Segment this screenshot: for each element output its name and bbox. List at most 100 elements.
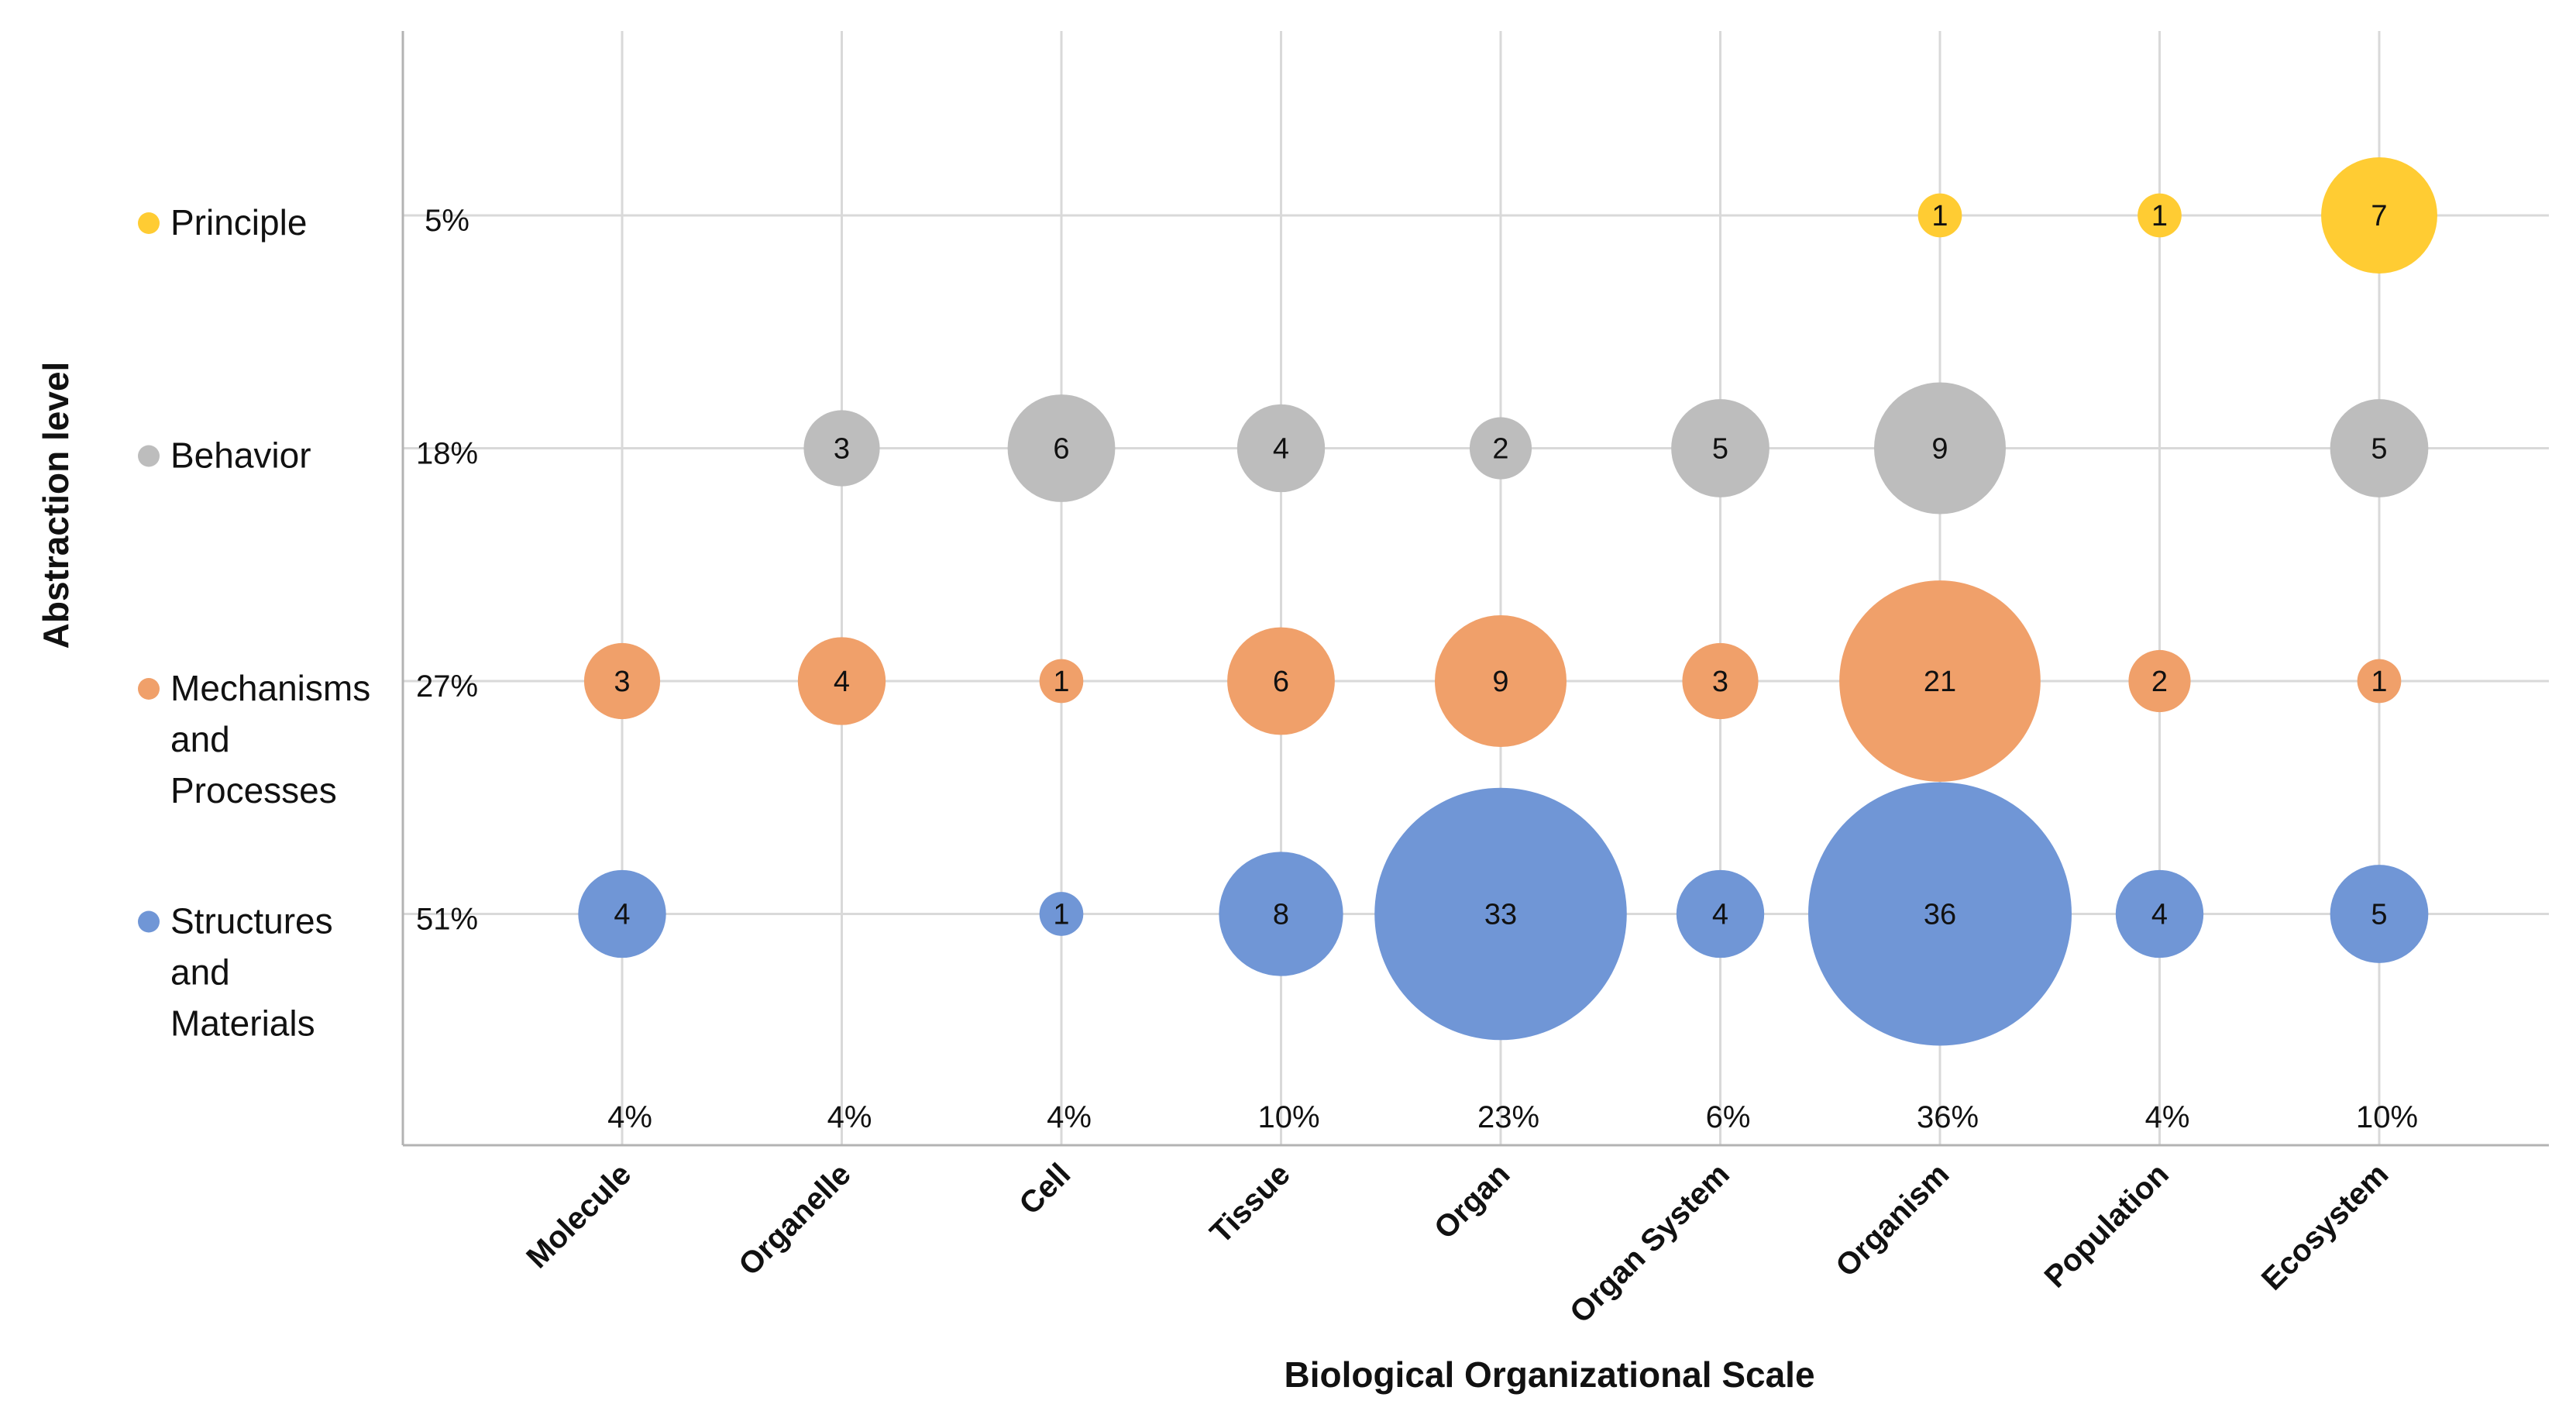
bubble-mechanisms-and-processes-organ-system: 3 (1682, 642, 1759, 720)
row-percentage-principle: 5% (425, 204, 469, 238)
bubble-label-structures-and-materials-organism: 36 (1924, 899, 1956, 931)
row-percentages: 5% 18% 27% 51% (416, 204, 478, 937)
bubble-behavior-cell: 6 (1007, 394, 1116, 502)
bubble-label-structures-and-materials-population: 4 (2151, 899, 2168, 931)
bubble-label-behavior-organ-system: 5 (1712, 433, 1728, 466)
x-tick-population: Population (2038, 1157, 2175, 1294)
row-percentage-behavior: 18% (416, 437, 478, 471)
bubble-circle-structures-and-materials-organ (1374, 787, 1627, 1041)
bubble-circle-structures-and-materials-ecosystem (2330, 865, 2429, 963)
bubble-circle-structures-and-materials-population (2115, 869, 2204, 958)
bubble-behavior-organelle: 3 (803, 410, 880, 487)
bubble-structures-and-materials-ecosystem: 5 (2330, 865, 2429, 963)
x-tick-cell: Cell (1013, 1157, 1077, 1221)
legend-marker-principle (138, 212, 160, 234)
column-percentage-organ: 23% (1477, 1100, 1539, 1134)
bubble-label-principle-population: 1 (2151, 200, 2168, 232)
bubble-mechanisms-and-processes-ecosystem: 1 (2357, 659, 2402, 704)
axis-layer (401, 31, 2549, 1147)
bubble-label-mechanisms-and-processes-organ: 9 (1492, 666, 1508, 698)
bubble-circle-principle-organism (1917, 193, 1962, 238)
column-percentages: 4% 4% 4% 10% 23% 6% 36% 4% 10% (607, 1100, 2418, 1134)
bubble-behavior-tissue: 4 (1236, 404, 1326, 493)
bubble-structures-and-materials-organism: 36 (1808, 782, 2072, 1046)
legend-label-principle-line-1: Principle (170, 202, 307, 243)
column-percentage-organ-system: 6% (1706, 1100, 1751, 1134)
bubble-circle-mechanisms-and-processes-tissue (1227, 627, 1335, 735)
bubble-label-principle-ecosystem: 7 (2371, 200, 2387, 232)
bubble-behavior-ecosystem: 5 (2330, 399, 2429, 497)
bubble-label-mechanisms-and-processes-organelle: 4 (834, 666, 850, 698)
legend-label-structures-and-materials-line-3: Materials (170, 1003, 315, 1044)
bubble-label-behavior-organism: 9 (1931, 433, 1948, 466)
bubble-circle-structures-and-materials-organ-system (1676, 869, 1765, 958)
x-tick-organelle: Organelle (732, 1157, 858, 1282)
bubble-label-structures-and-materials-organ-system: 4 (1712, 899, 1728, 931)
bubble-label-mechanisms-and-processes-tissue: 6 (1273, 666, 1289, 698)
column-percentage-population: 4% (2145, 1100, 2190, 1134)
bubble-label-behavior-organ: 2 (1492, 433, 1508, 466)
bubble-circle-mechanisms-and-processes-organelle (797, 637, 886, 725)
bubble-circle-mechanisms-and-processes-organ (1435, 615, 1567, 747)
bubble-label-structures-and-materials-ecosystem: 5 (2371, 899, 2387, 931)
bubble-circle-principle-ecosystem (2321, 157, 2437, 274)
x-tick-organism: Organism (1829, 1157, 1955, 1283)
legend-label-mechanisms-and-processes-line-1: Mechanisms (170, 668, 370, 708)
column-percentage-organelle: 4% (827, 1100, 872, 1134)
bubble-mechanisms-and-processes-molecule: 3 (583, 642, 661, 720)
legend-label-structures-and-materials-line-1: Structures (170, 901, 333, 941)
legend-label-mechanisms-and-processes-line-2: and (170, 719, 230, 759)
x-tick-organ-system: Organ System (1563, 1157, 1736, 1330)
bubble-circle-mechanisms-and-processes-population (2128, 649, 2191, 713)
legend-marker-mechanisms-and-processes (138, 678, 160, 700)
bubble-circle-behavior-organ-system (1671, 399, 1769, 497)
legend-label-behavior-line-1: Behavior (170, 435, 311, 476)
bubble-behavior-organ: 2 (1469, 417, 1532, 480)
bubble-behavior-organism: 9 (1874, 382, 2006, 514)
bubble-label-mechanisms-and-processes-organism: 21 (1924, 666, 1956, 698)
bubble-label-structures-and-materials-tissue: 8 (1273, 899, 1289, 931)
bubble-label-principle-organism: 1 (1931, 200, 1948, 232)
bubble-mechanisms-and-processes-organelle: 4 (797, 637, 886, 725)
bubble-structures-and-materials-molecule: 4 (578, 869, 666, 958)
legend-item-structures-and-materials: Structures and Materials (138, 901, 333, 1044)
x-tick-labels: Molecule Organelle Cell Tissue Organ Organ Sy… (520, 1157, 2395, 1330)
bubble-principle-organism: 1 (1917, 193, 1962, 238)
column-percentage-molecule: 4% (607, 1100, 652, 1134)
bubble-label-structures-and-materials-organ: 33 (1484, 899, 1517, 931)
bubble-circle-structures-and-materials-molecule (578, 869, 666, 958)
bubble-label-behavior-ecosystem: 5 (2371, 433, 2387, 466)
bubble-structures-and-materials-population: 4 (2115, 869, 2204, 958)
bubble-structures-and-materials-cell: 1 (1039, 892, 1084, 936)
x-tick-ecosystem: Ecosystem (2255, 1157, 2395, 1296)
bubble-circle-structures-and-materials-cell (1039, 892, 1084, 936)
bubbles: 1 1 73 6 4 2 5 9 53 4 1 6 9 3 21 2 14 1 8 33 4 36 4 5 (578, 157, 2437, 1046)
bubble-circle-mechanisms-and-processes-organ-system (1682, 642, 1759, 720)
bubble-label-structures-and-materials-cell: 1 (1053, 899, 1069, 931)
legend-marker-behavior (138, 445, 160, 467)
legend-item-principle: Principle (138, 202, 307, 243)
bubble-label-behavior-cell: 6 (1053, 433, 1069, 466)
legend-item-mechanisms-and-processes: Mechanisms and Processes (138, 668, 370, 810)
bubble-principle-population: 1 (2137, 193, 2182, 238)
bubble-label-structures-and-materials-molecule: 4 (614, 899, 630, 931)
column-percentage-ecosystem: 10% (2356, 1100, 2418, 1134)
bubble-label-mechanisms-and-processes-molecule: 3 (614, 666, 630, 698)
bubble-mechanisms-and-processes-population: 2 (2128, 649, 2191, 713)
legend-item-behavior: Behavior (138, 435, 311, 476)
x-axis-title: Biological Organizational Scale (1284, 1354, 1814, 1395)
x-tick-tissue: Tissue (1204, 1157, 1297, 1250)
bubble-circle-behavior-organelle (803, 410, 880, 487)
column-percentage-organism: 36% (1917, 1100, 1979, 1134)
legend-label-structures-and-materials-line-2: and (170, 952, 230, 993)
bubble-structures-and-materials-organ-system: 4 (1676, 869, 1765, 958)
bubble-label-behavior-organelle: 3 (834, 433, 850, 466)
bubble-circle-behavior-cell (1007, 394, 1116, 502)
bubble-circle-behavior-tissue (1236, 404, 1326, 493)
bubble-mechanisms-and-processes-cell: 1 (1039, 659, 1084, 704)
column-percentage-tissue: 10% (1257, 1100, 1319, 1134)
x-tick-molecule: Molecule (520, 1157, 638, 1275)
bubble-mechanisms-and-processes-organism: 21 (1839, 580, 2041, 782)
bubble-circle-mechanisms-and-processes-molecule (583, 642, 661, 720)
bubble-circle-mechanisms-and-processes-ecosystem (2357, 659, 2402, 704)
